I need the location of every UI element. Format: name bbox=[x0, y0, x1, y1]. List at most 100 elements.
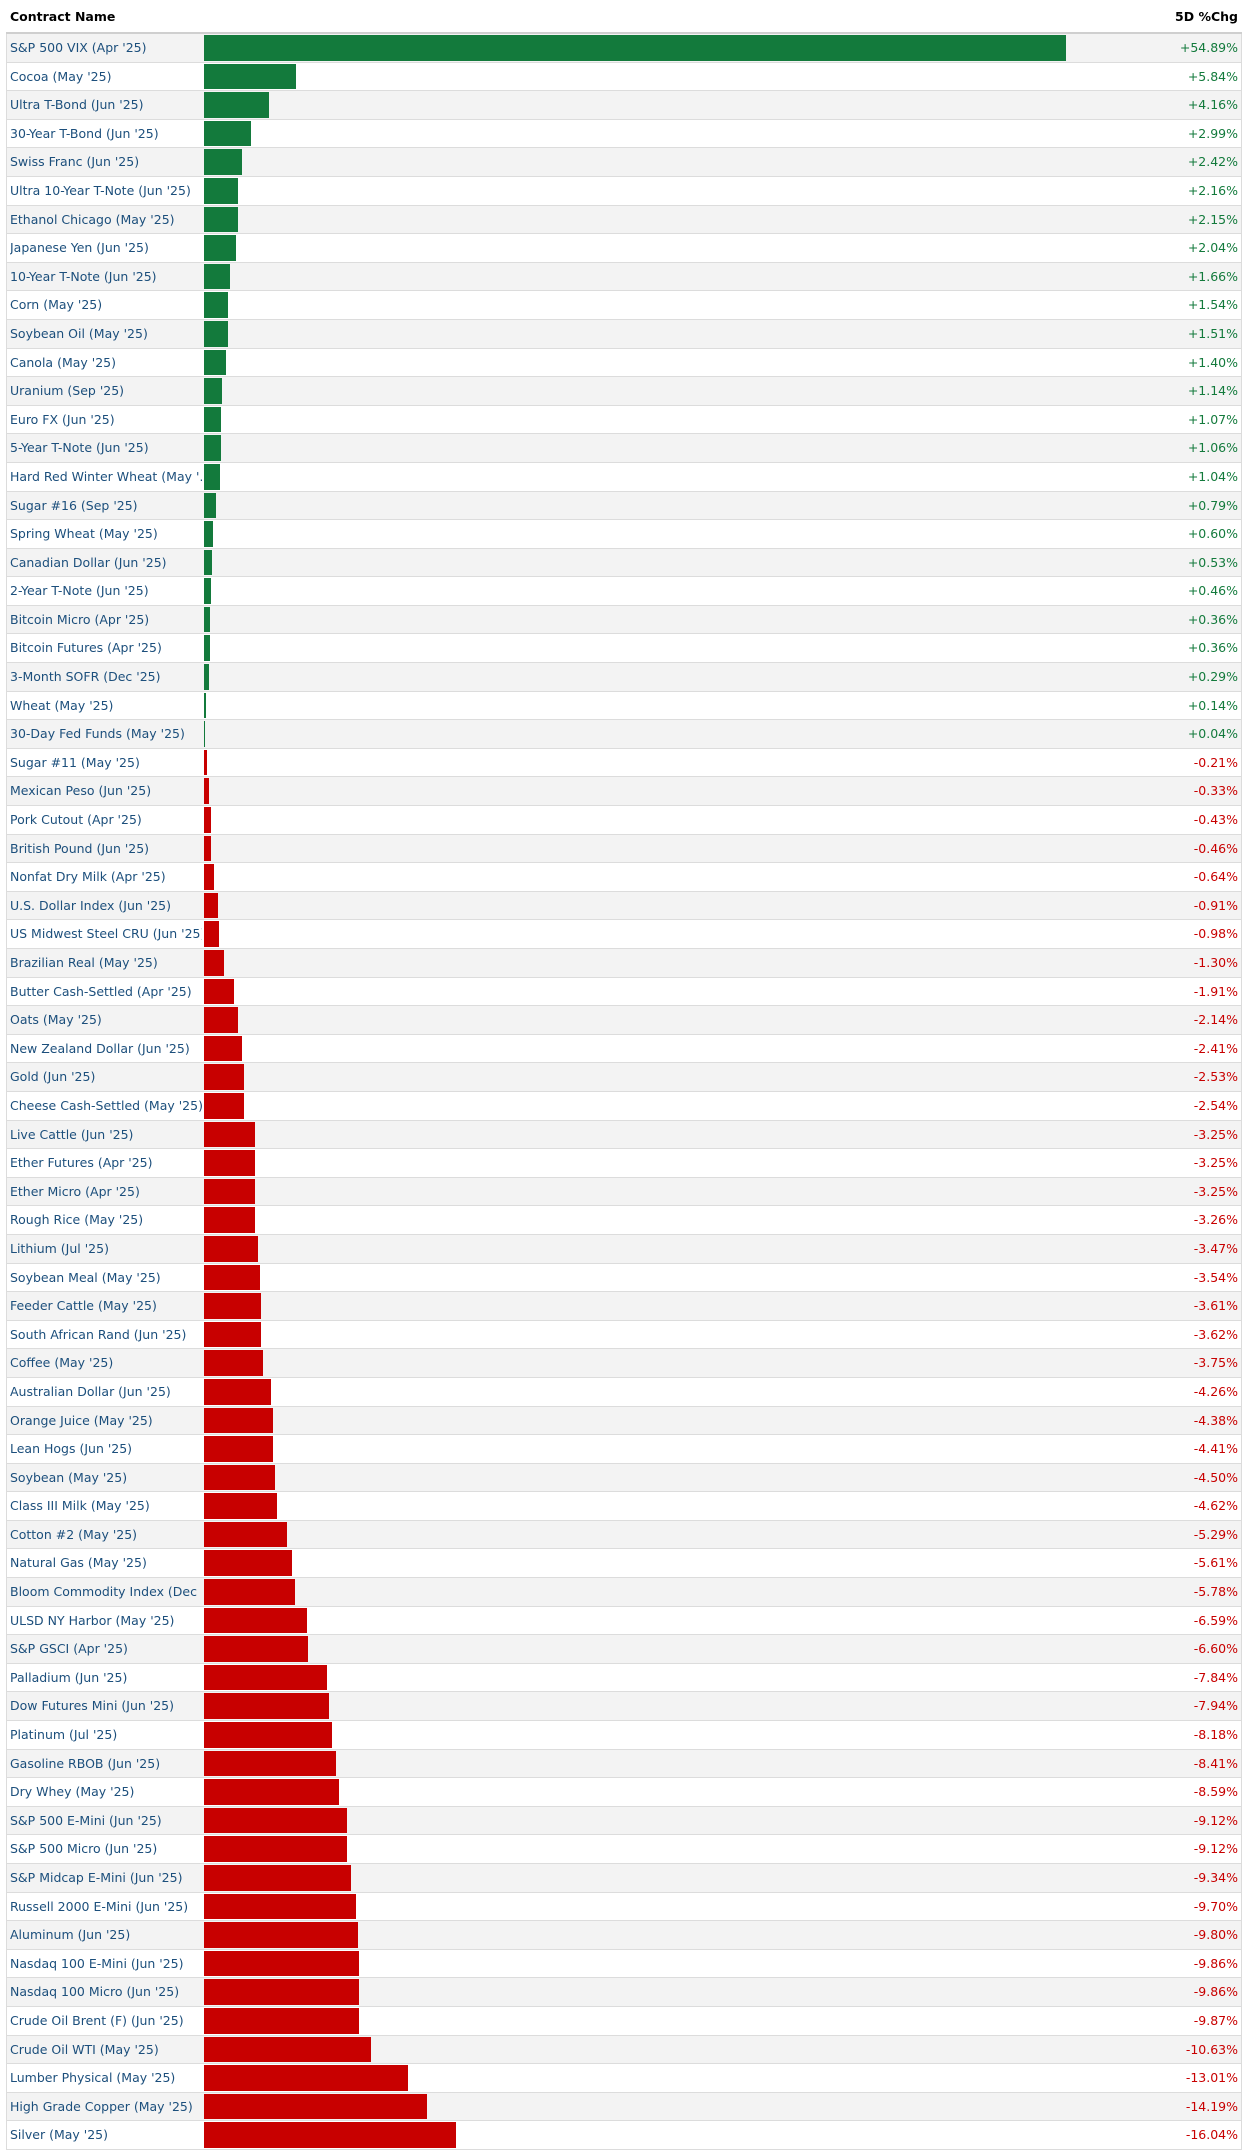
bar bbox=[204, 1636, 308, 1662]
table: Contract Name 5D %Chg S&P 500 VIX (Apr '… bbox=[6, 0, 1242, 2150]
value-label: -8.59% bbox=[1193, 1784, 1238, 1800]
bar bbox=[204, 1779, 339, 1805]
contract-name: Cheese Cash-Settled (May '25) bbox=[10, 1097, 202, 1113]
bar bbox=[204, 1750, 337, 1777]
value-label: +2.15% bbox=[1187, 211, 1238, 227]
value-label: -0.43% bbox=[1193, 812, 1238, 828]
value-label: +1.14% bbox=[1187, 383, 1238, 399]
value-label: -8.18% bbox=[1193, 1727, 1238, 1743]
table-row: High Grade Copper (May '25) -14.19% bbox=[6, 2092, 1242, 2122]
bar bbox=[204, 378, 222, 404]
value-label: -1.30% bbox=[1193, 955, 1238, 970]
value-label: +0.36% bbox=[1187, 611, 1238, 627]
bar bbox=[204, 1378, 271, 1405]
table-row: Lithium (Jul '25) -3.47% bbox=[6, 1234, 1242, 1264]
table-row: British Pound (Jun '25) -0.46% bbox=[6, 834, 1242, 864]
column-header: Contract Name bbox=[10, 9, 116, 24]
contract-name: Oats (May '25) bbox=[10, 1012, 102, 1028]
value-label: -3.25% bbox=[1193, 1126, 1238, 1142]
table-row: Soybean (May '25) -4.50% bbox=[6, 1463, 1242, 1493]
bar bbox=[204, 1664, 328, 1691]
bar bbox=[204, 1693, 329, 1720]
value-label: +1.07% bbox=[1187, 411, 1238, 427]
contract-name: Euro FX (Jun '25) bbox=[10, 411, 115, 427]
contract-name: Gold (Jun '25) bbox=[10, 1069, 96, 1085]
value-label: +2.16% bbox=[1187, 182, 1238, 198]
value-label: -3.62% bbox=[1193, 1326, 1238, 1342]
contract-name: Ultra T-Bond (Jun '25) bbox=[10, 97, 144, 113]
table-row: Bitcoin Futures (Apr '25) +0.36% bbox=[6, 634, 1242, 664]
contract-name: Live Cattle (Jun '25) bbox=[10, 1126, 134, 1142]
bar bbox=[204, 349, 226, 376]
table-row: Canola (May '25) +1.40% bbox=[6, 348, 1242, 378]
table-row: Dow Futures Mini (Jun '25) -7.94% bbox=[6, 1692, 1242, 1722]
value-label: -3.25% bbox=[1193, 1155, 1238, 1171]
bar bbox=[204, 35, 1066, 61]
table-row: Swiss Franc (Jun '25) +2.42% bbox=[6, 148, 1242, 177]
table-row: Brazilian Real (May '25) -1.30% bbox=[6, 949, 1242, 978]
table-row: Canadian Dollar (Jun '25) +0.53% bbox=[6, 548, 1242, 578]
table-row: 30-Day Fed Funds (May '25) +0.04% bbox=[6, 720, 1242, 749]
bar bbox=[204, 1521, 288, 1548]
value-label: -0.21% bbox=[1193, 754, 1238, 770]
table-row: Soybean Oil (May '25) +1.51% bbox=[6, 319, 1242, 349]
contract-name: 30-Year T-Bond (Jun '25) bbox=[10, 125, 159, 141]
value-label: -0.46% bbox=[1193, 840, 1238, 856]
value-label: -13.01% bbox=[1185, 2070, 1238, 2086]
table-row: Cheese Cash-Settled (May '25) -2.54% bbox=[6, 1091, 1242, 1121]
contract-name: Coffee (May '25) bbox=[10, 1355, 114, 1371]
table-row: Ethanol Chicago (May '25) +2.15% bbox=[6, 205, 1242, 235]
table-row: Cocoa (May '25) +5.84% bbox=[6, 62, 1242, 92]
contract-name: Lean Hogs (Jun '25) bbox=[10, 1441, 133, 1457]
bar bbox=[204, 1493, 277, 1519]
value-label: -0.98% bbox=[1193, 926, 1238, 942]
table-row: Mexican Peso (Jun '25) -0.33% bbox=[6, 777, 1242, 807]
table-row: New Zealand Dollar (Jun '25) -2.41% bbox=[6, 1034, 1242, 1064]
bar bbox=[204, 1121, 256, 1148]
value-label: -4.41% bbox=[1193, 1441, 1238, 1457]
value-label: -8.41% bbox=[1193, 1755, 1238, 1771]
table-row: Ultra T-Bond (Jun '25) +4.16% bbox=[6, 91, 1242, 120]
contract-name: Brazilian Real (May '25) bbox=[10, 955, 158, 970]
bar bbox=[204, 1407, 273, 1434]
table-row: Russell 2000 E-Mini (Jun '25) -9.70% bbox=[6, 1892, 1242, 1922]
value-label: -5.78% bbox=[1193, 1584, 1238, 1600]
value-label: -14.19% bbox=[1185, 2098, 1238, 2114]
table-row: Dry Whey (May '25) -8.59% bbox=[6, 1778, 1242, 1807]
value-label: +0.04% bbox=[1187, 726, 1238, 742]
table-row: Feeder Cattle (May '25) -3.61% bbox=[6, 1292, 1242, 1321]
bar bbox=[204, 1350, 263, 1376]
value-label: -6.60% bbox=[1193, 1641, 1238, 1657]
bar bbox=[204, 1950, 359, 1977]
value-label: -3.26% bbox=[1193, 1212, 1238, 1228]
contract-name: Uranium (Sep '25) bbox=[10, 383, 125, 399]
contract-name: Nasdaq 100 Micro (Jun '25) bbox=[10, 1984, 180, 2000]
bar bbox=[204, 892, 219, 919]
table-row: Uranium (Sep '25) +1.14% bbox=[6, 377, 1242, 406]
contract-name: Soybean Oil (May '25) bbox=[10, 325, 148, 341]
bar bbox=[204, 235, 237, 261]
bar bbox=[204, 292, 229, 318]
value-label: +5.84% bbox=[1187, 68, 1238, 84]
bar bbox=[204, 549, 213, 576]
bar bbox=[204, 263, 231, 290]
contract-name: 3-Month SOFR (Dec '25) bbox=[10, 669, 161, 685]
table-row: Bloom Commodity Index (Dec '… -5.78% bbox=[6, 1578, 1242, 1607]
bar bbox=[204, 206, 238, 233]
contract-name: Mexican Peso (Jun '25) bbox=[10, 783, 152, 799]
contract-name: British Pound (Jun '25) bbox=[10, 840, 150, 856]
table-row: U.S. Dollar Index (Jun '25) -0.91% bbox=[6, 891, 1242, 921]
table-row: S&P 500 Micro (Jun '25) -9.12% bbox=[6, 1835, 1242, 1864]
bar bbox=[204, 1979, 359, 2005]
table-row: Corn (May '25) +1.54% bbox=[6, 291, 1242, 320]
table-row: Rough Rice (May '25) -3.26% bbox=[6, 1206, 1242, 1235]
value-label: -4.50% bbox=[1193, 1469, 1238, 1485]
value-label: -6.59% bbox=[1193, 1612, 1238, 1628]
value-label: -9.70% bbox=[1193, 1898, 1238, 1914]
bar bbox=[204, 2093, 427, 2120]
table-row: South African Rand (Jun '25) -3.62% bbox=[6, 1320, 1242, 1350]
value-label: +0.46% bbox=[1187, 583, 1238, 599]
bar bbox=[204, 177, 238, 204]
contract-name: Bloom Commodity Index (Dec '… bbox=[10, 1584, 202, 1600]
